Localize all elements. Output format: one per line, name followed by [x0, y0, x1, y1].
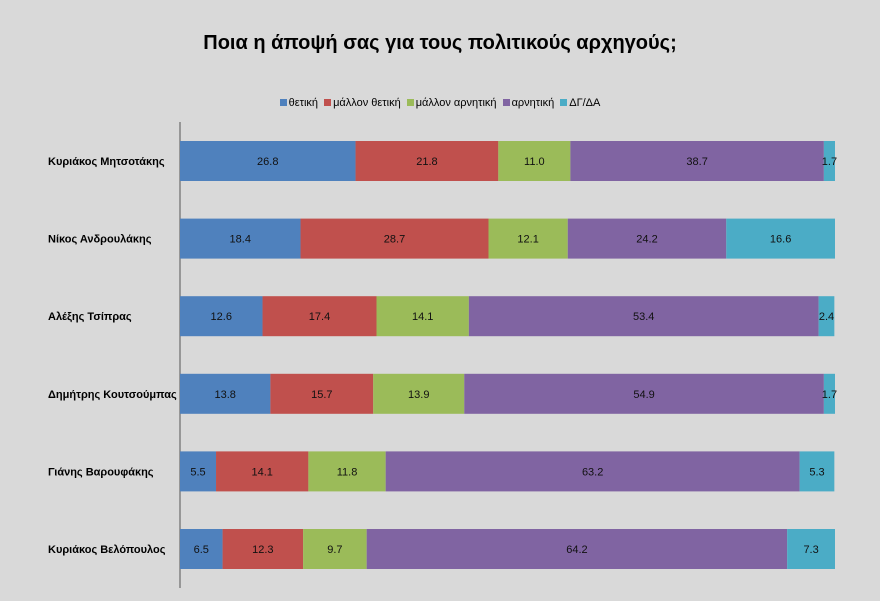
category-label: Κυριάκος Βελόπουλος — [48, 544, 166, 556]
bar-segment — [180, 141, 356, 181]
bar-segment — [222, 529, 304, 569]
legend-swatch — [279, 99, 287, 106]
legend-item: αρνητική — [502, 97, 555, 109]
data-label: 13.8 — [214, 389, 235, 401]
legend-label: μάλλον αρνητική — [415, 97, 497, 109]
bar-segment — [787, 529, 835, 569]
category-label: Αλέξης Τσίπρας — [48, 311, 132, 323]
data-label: 9.7 — [327, 544, 342, 556]
bar-segment — [570, 141, 824, 181]
legend-swatch — [324, 99, 332, 106]
data-label: 38.7 — [686, 156, 707, 168]
bar-segment — [373, 373, 465, 414]
bar-segment — [303, 529, 367, 569]
bar-segment — [308, 451, 386, 492]
data-label: 14.1 — [251, 466, 272, 478]
bar-segment — [270, 373, 374, 414]
bar-segment — [366, 529, 788, 569]
data-label: 26.8 — [257, 156, 278, 168]
data-label: 5.3 — [809, 466, 824, 478]
bar-segment — [488, 218, 568, 259]
data-label: 12.1 — [517, 234, 538, 246]
legend: θετική μάλλον θετική μάλλον αρνητική αρνητι… — [0, 97, 880, 109]
data-label: 16.6 — [770, 234, 791, 246]
category-label: Κυριάκος Μητσοτάκης — [48, 156, 165, 168]
data-label: 15.7 — [311, 389, 332, 401]
data-label: 5.5 — [190, 466, 205, 478]
category-label: Δημήτρης Κουτσούμπας — [48, 389, 177, 401]
legend-label: μάλλον θετική — [333, 97, 401, 109]
data-label: 2.4 — [819, 311, 834, 323]
data-label: 11.0 — [524, 156, 545, 168]
data-label: 17.4 — [309, 311, 330, 323]
legend-swatch — [406, 99, 414, 106]
bar-segment — [498, 141, 571, 181]
bar-segment — [180, 218, 301, 259]
bar-segment — [300, 218, 489, 259]
bar-segment — [180, 373, 271, 414]
bar-segment — [468, 296, 819, 337]
legend-label: αρνητική — [511, 97, 555, 109]
legend-item: ΔΓ/ΔΑ — [560, 97, 600, 109]
bar-segment — [355, 141, 499, 181]
data-label: 64.2 — [566, 544, 587, 556]
legend-label: ΔΓ/ΔΑ — [569, 97, 601, 109]
bar-segment — [464, 373, 824, 414]
bar-segment — [726, 218, 835, 259]
category-label: Γιάνης Βαρουφάκης — [48, 466, 154, 478]
data-label: 21.8 — [416, 156, 437, 168]
bar-segment — [180, 296, 263, 337]
data-label: 53.4 — [633, 311, 654, 323]
data-label: 28.7 — [384, 234, 405, 246]
data-label: 14.1 — [412, 311, 433, 323]
legend-item: μάλλον θετική — [324, 97, 401, 109]
data-label: 18.4 — [230, 234, 251, 246]
legend-swatch — [502, 99, 510, 106]
data-label: 1.7 — [822, 156, 837, 168]
legend-item: μάλλον αρνητική — [406, 97, 497, 109]
legend-label: θετική — [288, 97, 319, 109]
bar-segment — [376, 296, 469, 337]
bar-segment — [567, 218, 727, 259]
data-label: 7.3 — [803, 544, 818, 556]
data-label: 24.2 — [636, 234, 657, 246]
bar-segment — [180, 529, 223, 569]
bar-segment — [799, 451, 835, 492]
bar-segment — [818, 296, 835, 337]
data-label: 6.5 — [194, 544, 209, 556]
data-label: 54.9 — [633, 389, 654, 401]
category-label: Νίκος Ανδρουλάκης — [48, 234, 152, 246]
bar-segment — [180, 451, 217, 492]
data-label: 11.8 — [337, 466, 358, 478]
legend-swatch — [560, 99, 568, 106]
bar-segment — [823, 141, 835, 181]
data-label: 12.6 — [211, 311, 232, 323]
bar-segment — [823, 373, 835, 414]
data-label: 12.3 — [252, 544, 273, 556]
data-label: 63.2 — [582, 466, 603, 478]
data-label: 1.7 — [822, 389, 837, 401]
bar-segment — [385, 451, 800, 492]
bar-segment — [216, 451, 309, 492]
data-label: 13.9 — [408, 389, 429, 401]
legend-item: θετική — [279, 97, 319, 109]
bar-segment — [262, 296, 377, 337]
chart-title: Ποια η άποψή σας για τους πολιτικούς αρχ… — [203, 32, 677, 54]
